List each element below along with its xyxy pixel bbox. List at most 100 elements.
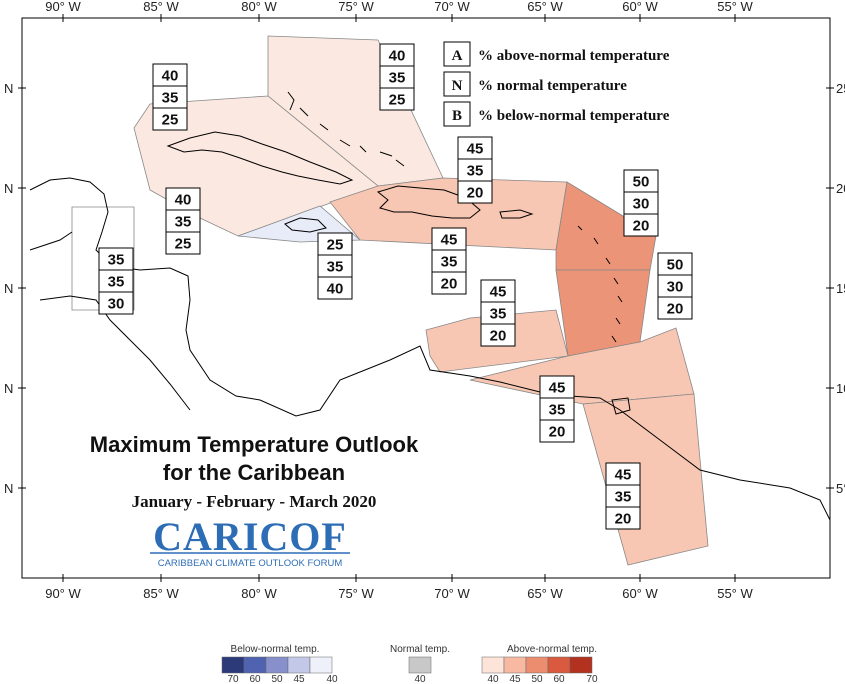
right-lat-label: 5° xyxy=(836,481,845,496)
map-period: January - February - March 2020 xyxy=(132,492,377,511)
prob-value-trinidad: 45 xyxy=(549,380,566,397)
prob-box xyxy=(657,296,693,320)
prob-value-hispaniola-north: 20 xyxy=(467,185,484,202)
right-axis-labels: 25 20 15 10 5° xyxy=(836,81,845,496)
prob-value-leeward: 20 xyxy=(633,218,650,235)
prob-box xyxy=(379,87,415,111)
lon-ticks xyxy=(18,14,834,582)
legend-letter-a: A xyxy=(452,48,463,64)
scale-above-swatch xyxy=(481,656,505,674)
legend-letter-box xyxy=(443,101,471,127)
prob-box xyxy=(605,506,641,530)
bottom-lon-label: 55° W xyxy=(717,586,753,601)
scale-below-swatch xyxy=(243,656,267,674)
cuba-coast xyxy=(166,131,354,185)
prob-box xyxy=(480,323,516,347)
prob-value-bahamas: 25 xyxy=(389,92,406,109)
scale-above-swatch xyxy=(503,656,527,674)
scale-below-tick: 50 xyxy=(271,674,283,684)
left-lat-label: N xyxy=(4,181,13,196)
left-lat-label: N xyxy=(4,81,13,96)
prob-value-trinidad: 20 xyxy=(549,424,566,441)
prob-value-bahamas: 40 xyxy=(389,48,406,65)
scale-below-label: Below-normal temp. xyxy=(231,644,320,655)
prob-value-bahamas: 35 xyxy=(389,70,406,87)
prob-box xyxy=(431,271,467,295)
jamaica-coast xyxy=(284,217,327,233)
scale-above-swatch xyxy=(525,656,549,674)
prob-value-guianas: 20 xyxy=(615,511,632,528)
prob-box xyxy=(152,107,188,131)
scale-above-swatch xyxy=(569,656,593,674)
scale-below-swatch xyxy=(287,656,311,674)
prob-value-guianas: 35 xyxy=(615,489,632,506)
prob-value-hispaniola-south: 20 xyxy=(441,276,458,293)
top-lon-label: 60° W xyxy=(622,0,658,14)
right-lat-label: 20 xyxy=(836,181,845,196)
left-lat-label: N xyxy=(4,481,13,496)
prob-value-trinidad: 35 xyxy=(549,402,566,419)
central-america-coast xyxy=(29,177,831,521)
prob-value-cayman: 25 xyxy=(175,236,192,253)
scale-below-swatch xyxy=(309,656,333,674)
prob-value-belize: 35 xyxy=(108,274,125,291)
prob-value-windward: 20 xyxy=(667,301,684,318)
bottom-lon-label: 90° W xyxy=(45,586,81,601)
prob-value-leeward: 50 xyxy=(633,174,650,191)
scale-below-swatch xyxy=(265,656,289,674)
right-lat-label: 10 xyxy=(836,381,845,396)
top-lon-label: 70° W xyxy=(434,0,470,14)
scale-swatches: 70 60 50 45 40 40 40 45 50 60 70 xyxy=(221,656,598,684)
prob-value-hispaniola-south: 35 xyxy=(441,254,458,271)
prob-value-abc-islands: 45 xyxy=(490,284,507,301)
right-lat-label: 25 xyxy=(836,81,845,96)
top-lon-label: 65° W xyxy=(527,0,563,14)
trinidad-coast xyxy=(611,397,631,415)
prob-box xyxy=(623,213,659,237)
scale-above-tick: 40 xyxy=(487,674,499,684)
bottom-lon-label: 80° W xyxy=(241,586,277,601)
prob-value-cuba: 25 xyxy=(162,112,179,129)
legend-letter-box xyxy=(443,41,471,67)
lesser-antilles-coast xyxy=(577,225,623,343)
hispaniola-coast xyxy=(376,185,481,219)
map-title-line1: Maximum Temperature Outlook xyxy=(90,432,419,457)
legend-normal-text: % normal temperature xyxy=(478,78,627,94)
map-title-line2: for the Caribbean xyxy=(163,460,345,485)
top-lon-label: 55° W xyxy=(717,0,753,14)
prob-value-jamaica: 40 xyxy=(327,281,344,298)
prob-value-hispaniola-north: 35 xyxy=(467,163,484,180)
scale-normal-tick: 40 xyxy=(414,674,426,684)
prob-value-belize: 30 xyxy=(108,296,125,313)
scale-above-tick: 70 xyxy=(586,674,598,684)
legend-letter-box xyxy=(443,71,471,97)
legend-letter-n: N xyxy=(452,78,463,94)
prob-box xyxy=(539,419,575,443)
prob-value-leeward: 30 xyxy=(633,196,650,213)
abn-legend: A N B % above-normal temperature % norma… xyxy=(443,41,670,127)
prob-value-jamaica: 35 xyxy=(327,259,344,276)
bahamas-coast xyxy=(287,91,405,167)
coastlines xyxy=(29,91,831,521)
prob-value-jamaica: 25 xyxy=(327,237,344,254)
scale-below-tick: 70 xyxy=(227,674,239,684)
color-scale: Below-normal temp. Normal temp. Above-no… xyxy=(221,644,598,684)
legend-below-text: % below-normal temperature xyxy=(478,108,670,124)
prob-box xyxy=(457,180,493,204)
forecast-regions xyxy=(71,35,709,566)
prob-value-cayman: 40 xyxy=(175,192,192,209)
bottom-lon-label: 85° W xyxy=(143,586,179,601)
top-axis-labels: 90° W 85° W 80° W 75° W 70° W 65° W 60° … xyxy=(45,0,753,14)
scale-above-tick: 45 xyxy=(509,674,521,684)
right-lat-label: 15 xyxy=(836,281,845,296)
bottom-lon-label: 75° W xyxy=(338,586,374,601)
caricof-logo: CARICOF CARIBBEAN CLIMATE OUTLOOK FORUM xyxy=(150,514,350,569)
puerto-rico-coast xyxy=(499,209,534,219)
logo-wordmark: CARICOF xyxy=(153,514,347,559)
prob-value-hispaniola-south: 45 xyxy=(441,232,458,249)
prob-box xyxy=(98,291,134,315)
prob-box xyxy=(317,276,353,300)
scale-below-tick: 45 xyxy=(293,674,305,684)
prob-value-cayman: 35 xyxy=(175,214,192,231)
